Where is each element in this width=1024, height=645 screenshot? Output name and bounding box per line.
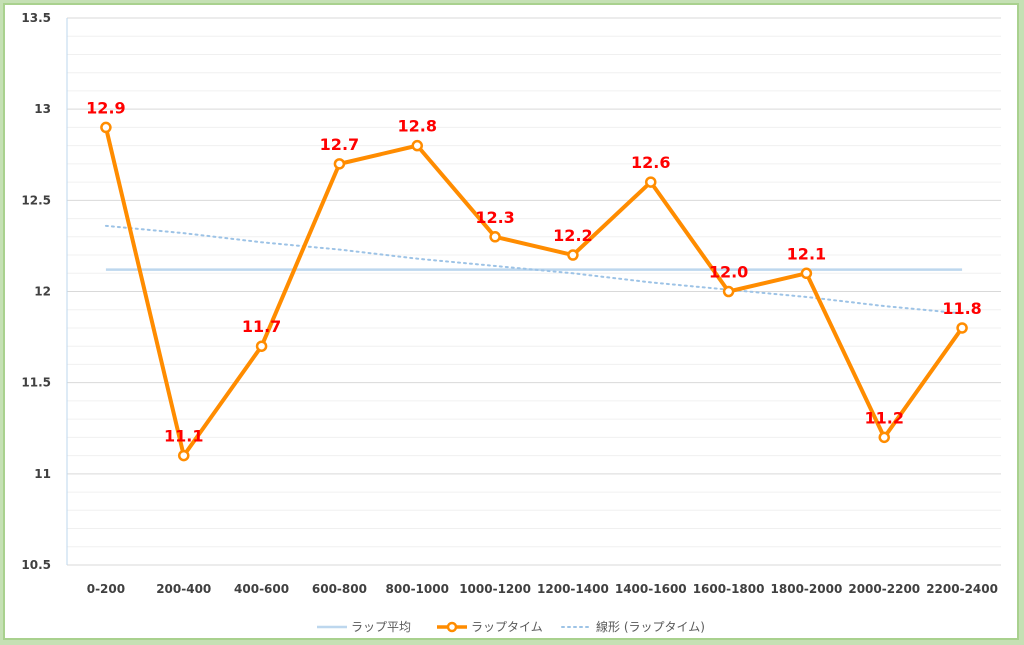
y-tick-label: 11.5 xyxy=(21,376,51,390)
data-point xyxy=(489,231,501,243)
y-tick-label: 11 xyxy=(34,467,51,481)
data-label: 12.8 xyxy=(398,117,437,136)
x-tick-label: 1000-1200 xyxy=(459,582,531,596)
x-tick-label: 200-400 xyxy=(156,582,211,596)
x-tick-label: 400-600 xyxy=(234,582,289,596)
y-tick-label: 13 xyxy=(34,102,51,116)
chart-frame: 10.5 11 11.5 12 12.5 13 13.5 0-200 200-400 400-60… xyxy=(3,3,1019,640)
data-point xyxy=(255,340,268,352)
data-point xyxy=(878,431,890,444)
data-point xyxy=(100,121,112,134)
data-label: 12.6 xyxy=(631,153,670,172)
y-tick-label: 10.5 xyxy=(21,558,51,572)
data-point xyxy=(333,158,346,170)
data-label: 11.8 xyxy=(942,299,981,318)
x-tick-label: 0-200 xyxy=(87,582,125,596)
data-point xyxy=(411,139,423,152)
y-tick-label: 12.5 xyxy=(21,193,51,207)
x-tick-label: 2000-2200 xyxy=(848,582,920,596)
data-label: 11.7 xyxy=(242,317,281,336)
y-tick-label: 13.5 xyxy=(21,11,51,25)
line-chart: 10.5 11 11.5 12 12.5 13 13.5 0-200 200-400 400-60… xyxy=(21,11,1001,634)
data-point xyxy=(645,176,657,188)
data-label: 11.1 xyxy=(164,427,203,446)
x-tick-label: 1400-1600 xyxy=(615,582,687,596)
data-label: 12.0 xyxy=(709,263,748,282)
data-label: 12.7 xyxy=(320,135,359,154)
x-tick-label: 600-800 xyxy=(312,582,367,596)
x-tick-label: 1600-1800 xyxy=(693,582,765,596)
x-tick-label: 1800-2000 xyxy=(771,582,843,596)
data-label: 12.1 xyxy=(787,244,826,263)
x-tick-label: 2200-2400 xyxy=(926,582,998,596)
x-tick-label: 800-1000 xyxy=(386,582,449,596)
x-tick-label: 1200-1400 xyxy=(537,582,609,596)
legend-label-lap-time: ラップタイム xyxy=(471,620,543,634)
data-point xyxy=(800,267,813,280)
data-point xyxy=(722,285,735,298)
data-label: 12.2 xyxy=(553,226,592,245)
legend-marker-lap-time xyxy=(446,621,458,633)
series-line-lap-time xyxy=(103,126,964,458)
series-line-trend xyxy=(104,224,964,315)
legend-label-average: ラップ平均 xyxy=(351,620,411,634)
data-point xyxy=(956,322,968,334)
data-label: 12.9 xyxy=(86,98,125,117)
legend-label-trend: 線形 (ラップタイム) xyxy=(596,619,705,634)
data-point xyxy=(567,249,579,261)
data-label: 12.3 xyxy=(475,208,514,227)
data-label: 11.2 xyxy=(865,408,904,427)
y-tick-label: 12 xyxy=(34,285,51,299)
data-point xyxy=(178,449,190,462)
